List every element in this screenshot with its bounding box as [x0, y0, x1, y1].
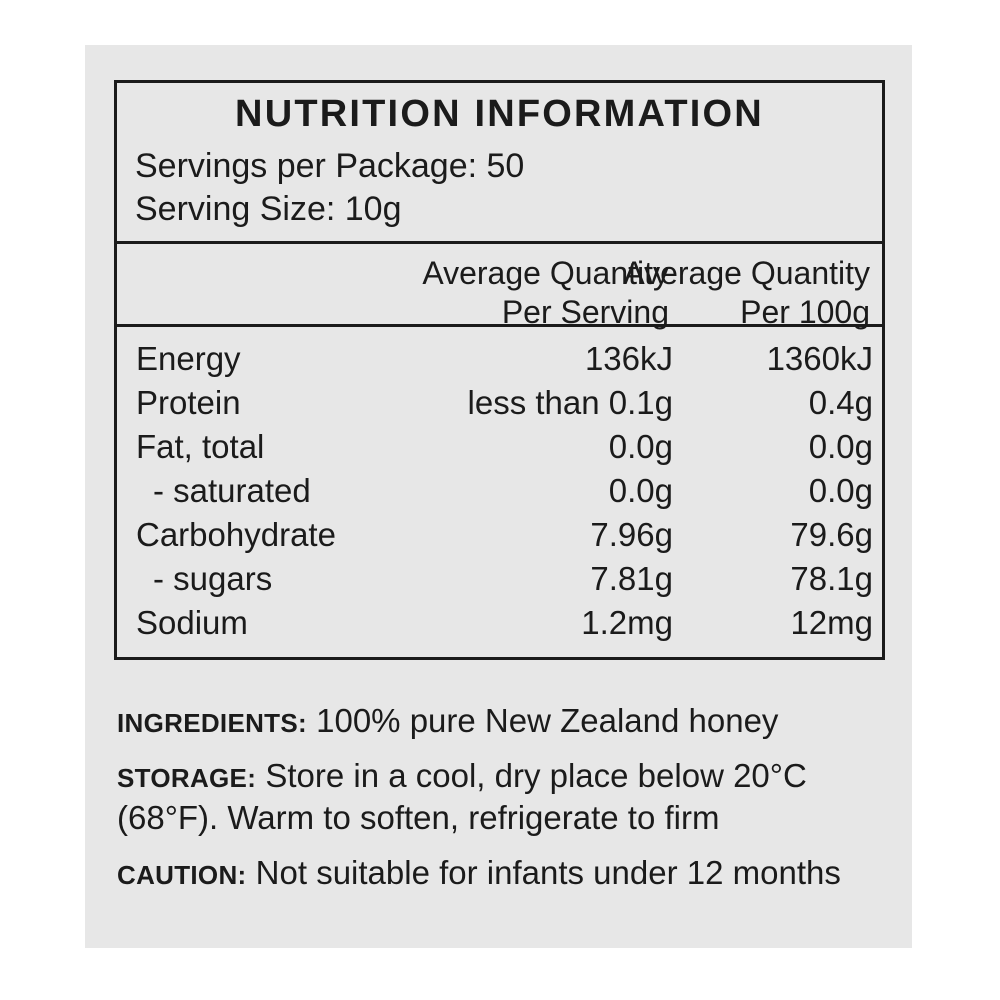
nutrient-value-per-100g: 0.4g	[808, 383, 873, 421]
nutrient-name: Sodium	[136, 603, 248, 641]
nutrient-value-per-serving: 136kJ	[584, 339, 673, 377]
table-row: Energy 136kJ 1360kJ	[117, 337, 882, 381]
page-title: NUTRITION INFORMATION	[235, 93, 764, 135]
nutrient-value-per-serving: 0.0g	[608, 471, 673, 509]
ingredients-text: 100% pure New Zealand honey	[306, 702, 779, 739]
table-row: Sodium 1.2mg 12mg	[117, 601, 882, 645]
nutrient-value-per-serving: less than 0.1g	[467, 383, 673, 421]
servings-per-package: Servings per Package: 50	[135, 147, 525, 185]
nutrient-value-per-serving: 1.2mg	[581, 603, 673, 641]
column-header-band: Average Quantity Per Serving Average Qua…	[117, 240, 882, 330]
column-header-per-100g-line2: Per 100g	[740, 294, 870, 331]
storage-text: Store in a cool, dry place below 20°C (6…	[117, 757, 807, 836]
nutrient-name: Protein	[136, 383, 241, 421]
caution-note: CAUTION: Not suitable for infants under …	[117, 852, 907, 893]
nutrition-title-band: NUTRITION INFORMATION	[117, 83, 882, 139]
nutrient-value-per-100g: 1360kJ	[766, 339, 873, 377]
table-row: Carbohydrate 7.96g 79.6g	[117, 513, 882, 557]
nutrient-value-per-serving: 0.0g	[608, 427, 673, 465]
column-header-per-100g: Average Quantity Per 100g	[623, 254, 870, 333]
nutrient-rows: Energy 136kJ 1360kJ Protein less than 0.…	[117, 323, 882, 657]
nutrient-name: - saturated	[153, 471, 311, 509]
nutrient-value-per-serving: 7.96g	[590, 515, 673, 553]
serving-size: Serving Size: 10g	[135, 189, 402, 228]
nutrient-value-per-100g: 79.6g	[790, 515, 873, 553]
nutrition-label-panel: NUTRITION INFORMATION Servings per Packa…	[85, 45, 912, 948]
table-row: Protein less than 0.1g 0.4g	[117, 381, 882, 425]
nutrient-name: - sugars	[153, 559, 273, 597]
column-header-per-serving: Average Quantity Per Serving	[422, 254, 669, 333]
nutrient-value-per-100g: 12mg	[790, 603, 873, 641]
column-header-per-100g-line1: Average Quantity	[623, 254, 870, 291]
nutrient-value-per-100g: 0.0g	[808, 427, 873, 465]
nutrient-name: Fat, total	[136, 427, 265, 465]
ingredients-note: INGREDIENTS: 100% pure New Zealand honey	[117, 700, 907, 741]
table-row: Fat, total 0.0g 0.0g	[117, 425, 882, 469]
storage-note: STORAGE: Store in a cool, dry place belo…	[117, 755, 907, 838]
nutrition-information-table: NUTRITION INFORMATION Servings per Packa…	[114, 80, 885, 660]
servings-band: Servings per Package: 50 Serving Size: 1…	[117, 139, 882, 241]
footer-notes: INGREDIENTS: 100% pure New Zealand honey…	[117, 700, 907, 893]
nutrient-name: Energy	[136, 339, 241, 377]
nutrient-value-per-100g: 78.1g	[790, 559, 873, 597]
table-row: - saturated 0.0g 0.0g	[117, 469, 882, 513]
column-header-per-serving-line2: Per Serving	[501, 294, 669, 331]
column-header-per-serving-line1: Average Quantity	[422, 254, 669, 291]
storage-label: STORAGE:	[117, 763, 257, 794]
nutrient-value-per-serving: 7.81g	[590, 559, 673, 597]
nutrient-value-per-100g: 0.0g	[808, 471, 873, 509]
nutrient-name: Carbohydrate	[136, 515, 336, 553]
caution-text: Not suitable for infants under 12 months	[246, 853, 841, 891]
table-row: - sugars 7.81g 78.1g	[117, 557, 882, 601]
ingredients-label: INGREDIENTS:	[117, 708, 307, 738]
caution-label: CAUTION:	[117, 859, 247, 890]
